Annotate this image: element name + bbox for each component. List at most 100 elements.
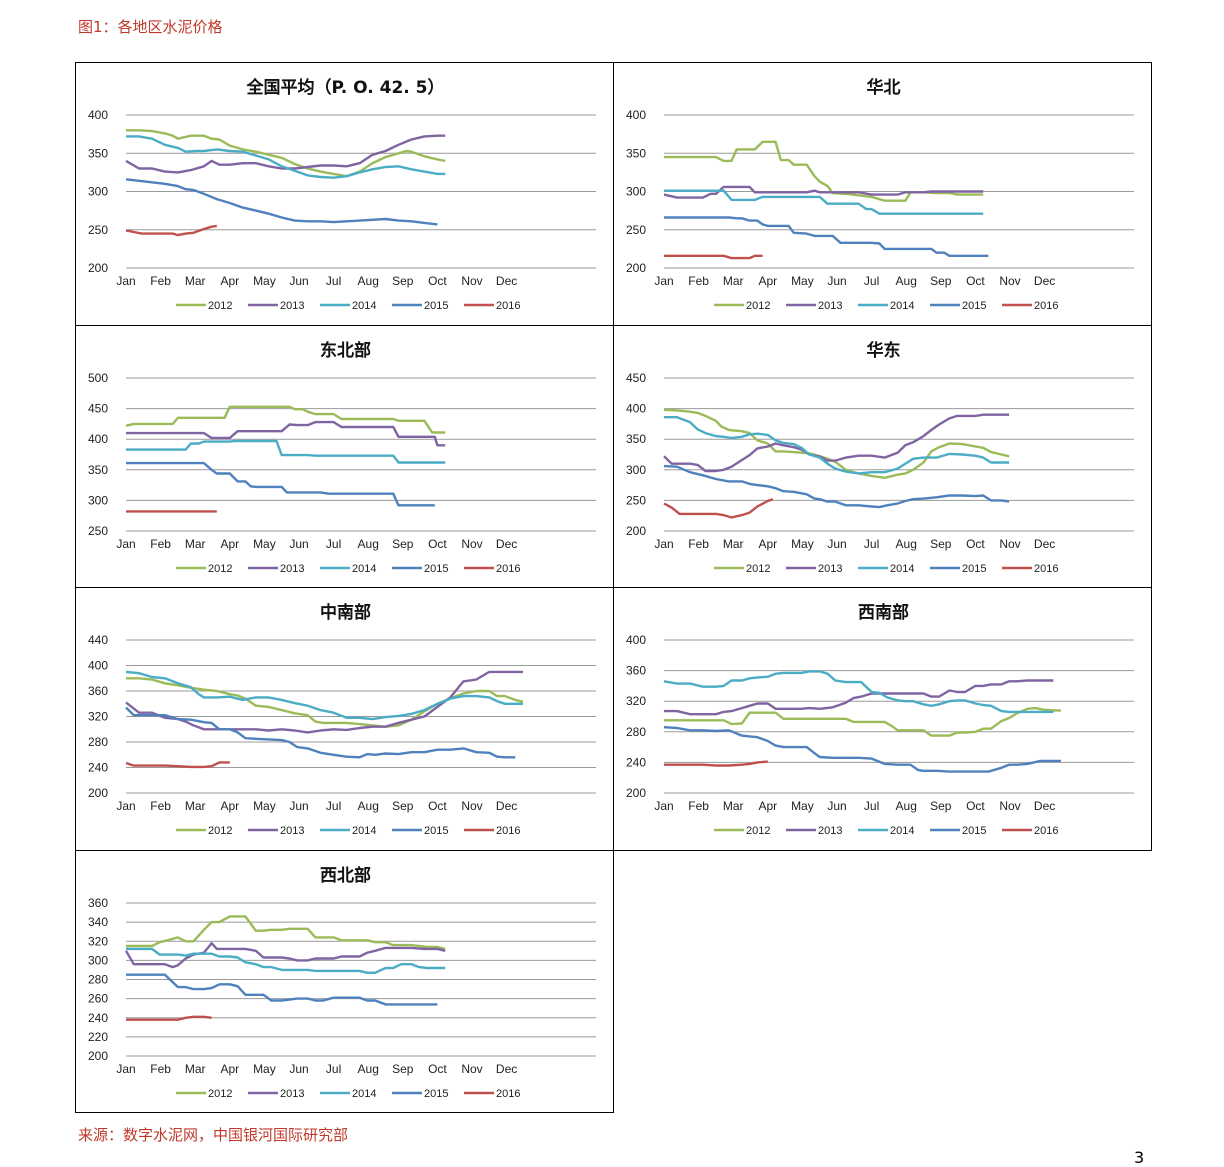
x-tick-label: Sep xyxy=(930,537,952,551)
x-tick-label: Aug xyxy=(358,274,379,288)
x-tick-label: Jul xyxy=(326,1062,341,1076)
x-tick-label: Oct xyxy=(966,274,985,288)
x-tick-label: Feb xyxy=(150,274,171,288)
series-line-2014 xyxy=(126,439,446,464)
y-tick-label: 300 xyxy=(626,463,646,477)
chart-panel-southwest: 西南部 200 240 280 320 360 400 Jan Feb Mar Apr May Jun J… xyxy=(613,587,1152,851)
legend-label: 2014 xyxy=(352,563,376,575)
legend-label: 2016 xyxy=(1034,825,1058,837)
series-line-2015 xyxy=(663,464,1010,509)
legend-label: 2014 xyxy=(890,563,914,575)
y-tick-label: 200 xyxy=(626,786,646,800)
series-line-2014 xyxy=(125,670,523,721)
legend-label: 2015 xyxy=(424,1088,448,1100)
x-tick-label: Jul xyxy=(864,274,879,288)
legend-label: 2012 xyxy=(208,300,232,312)
y-tick-label: 200 xyxy=(88,261,108,275)
x-tick-label: Dec xyxy=(1034,274,1055,288)
legend-label: 2012 xyxy=(746,563,770,575)
x-tick-label: Jul xyxy=(326,799,341,813)
y-tick-label: 320 xyxy=(88,710,108,724)
x-tick-label: Jan xyxy=(116,274,135,288)
x-tick-label: Jan xyxy=(116,799,135,813)
x-tick-label: Aug xyxy=(358,1062,379,1076)
x-tick-label: Mar xyxy=(723,274,744,288)
x-tick-label: May xyxy=(791,274,814,288)
chart-panel-northeast: 东北部 250 300 350 400 450 500 Jan Feb Mar Apr May Jun J… xyxy=(75,325,614,588)
x-tick-label: Jun xyxy=(827,274,846,288)
chart-title: 华北 xyxy=(867,77,901,98)
chart-svg: 中南部 200 240 280 320 360 400 440 Jan Feb Mar Apr May J… xyxy=(88,602,596,837)
y-tick-label: 400 xyxy=(88,432,108,446)
y-tick-label: 360 xyxy=(626,664,646,678)
legend-label: 2013 xyxy=(280,1088,304,1100)
series-line-2016 xyxy=(664,254,763,260)
chart-title: 西南部 xyxy=(858,602,909,623)
legend-label: 2015 xyxy=(424,563,448,575)
series-line-2015 xyxy=(126,973,438,1006)
legend-label: 2016 xyxy=(1034,300,1058,312)
y-tick-label: 300 xyxy=(88,493,108,507)
x-tick-label: May xyxy=(253,1062,276,1076)
x-tick-label: Jan xyxy=(116,537,135,551)
x-tick-label: Feb xyxy=(688,537,709,551)
legend-label: 2016 xyxy=(496,1088,520,1100)
series-line-2015 xyxy=(125,178,438,226)
y-tick-label: 350 xyxy=(626,432,646,446)
series-line-2014 xyxy=(126,947,446,975)
y-tick-label: 300 xyxy=(88,185,108,199)
x-tick-label: Dec xyxy=(1034,799,1055,813)
legend-label: 2016 xyxy=(496,300,520,312)
x-tick-label: Mar xyxy=(185,1062,206,1076)
chart-svg: 西南部 200 240 280 320 360 400 Jan Feb Mar Apr May Jun J… xyxy=(626,602,1134,837)
y-tick-label: 400 xyxy=(626,108,646,122)
x-tick-label: Jun xyxy=(289,274,308,288)
x-tick-label: Oct xyxy=(428,1062,447,1076)
legend-label: 2013 xyxy=(818,563,842,575)
legend-label: 2013 xyxy=(280,825,304,837)
series-line-2012 xyxy=(664,706,1061,737)
legend-label: 2015 xyxy=(424,300,448,312)
x-tick-label: Jan xyxy=(654,274,673,288)
legend-label: 2014 xyxy=(352,300,376,312)
legend-label: 2016 xyxy=(496,563,520,575)
series-line-2012 xyxy=(663,408,1010,480)
y-tick-label: 440 xyxy=(88,633,108,647)
x-tick-label: Oct xyxy=(428,799,447,813)
y-tick-label: 400 xyxy=(88,108,108,122)
x-tick-label: Mar xyxy=(723,799,744,813)
y-tick-label: 220 xyxy=(88,1030,108,1044)
y-tick-label: 320 xyxy=(626,694,646,708)
legend-label: 2015 xyxy=(962,825,986,837)
y-tick-label: 280 xyxy=(88,973,108,987)
x-tick-label: Aug xyxy=(896,537,917,551)
x-tick-label: Oct xyxy=(428,274,447,288)
series-line-2013 xyxy=(124,941,446,969)
legend-label: 2012 xyxy=(208,563,232,575)
series-line-2016 xyxy=(125,224,217,237)
x-tick-label: Jun xyxy=(289,1062,308,1076)
series-line-2014 xyxy=(664,189,984,215)
legend-label: 2014 xyxy=(890,825,914,837)
chart-panel-north: 华北 200 250 300 350 400 Jan Feb Mar Apr May Jun Jul Au… xyxy=(613,62,1152,326)
x-tick-label: Sep xyxy=(392,537,414,551)
series-line-2014 xyxy=(664,415,1010,475)
y-tick-label: 200 xyxy=(626,261,646,275)
y-tick-label: 320 xyxy=(88,934,108,948)
y-tick-label: 350 xyxy=(88,463,108,477)
chart-panel-central-south: 中南部 200 240 280 320 360 400 440 Jan Feb Mar Apr May J… xyxy=(75,587,614,851)
series-line-2013 xyxy=(126,420,446,447)
series-line-2015 xyxy=(126,461,435,507)
legend-label: 2014 xyxy=(352,1088,376,1100)
y-tick-label: 240 xyxy=(88,1011,108,1025)
series-line-2013 xyxy=(125,670,523,734)
x-tick-label: Nov xyxy=(461,274,482,288)
x-tick-label: Jan xyxy=(654,537,673,551)
x-tick-label: Aug xyxy=(896,274,917,288)
legend-label: 2016 xyxy=(496,825,520,837)
series-line-2012 xyxy=(125,405,446,434)
series-line-2016 xyxy=(664,760,768,767)
y-tick-label: 360 xyxy=(88,684,108,698)
y-tick-label: 280 xyxy=(88,735,108,749)
x-tick-label: Jan xyxy=(116,1062,135,1076)
